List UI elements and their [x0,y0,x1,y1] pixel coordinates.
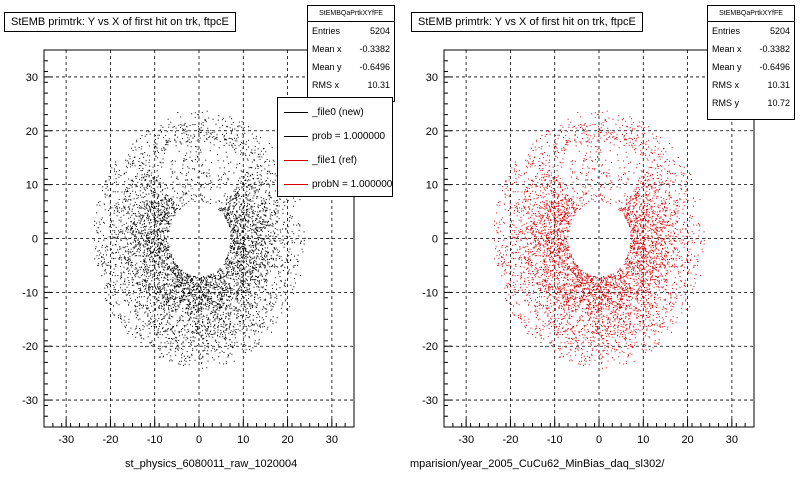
y-tick-label: 10 [26,180,38,192]
x-tick-label: 30 [326,434,338,446]
y-tick-label: -10 [422,287,438,299]
x-tick-label: -20 [502,434,518,446]
legend-line [284,183,308,185]
stats-row-rms-x: RMS x 10.31 [712,80,790,90]
x-tick-label: 30 [726,434,738,446]
stats-row-rms-x: RMS x 10.31 [312,80,390,90]
stats-row-mean-y: Mean y -0.6496 [312,62,390,72]
y-tick-label: 10 [426,180,438,192]
footer-label-right: mparision/year_2005_CuCu62_MinBias_daq_s… [410,458,665,470]
legend-line [284,135,308,137]
y-tick-label: -30 [22,395,38,407]
stats-row-mean-y: Mean y -0.6496 [712,62,790,72]
x-tick-label: -10 [147,434,163,446]
legend-item-probn: probN = 1.000000 [278,172,392,196]
stats-header: StEMBQaPrtkXYfFE [308,6,394,22]
plot-title-right: StEMB primtrk: Y vs X of first hit on tr… [411,12,643,32]
scatter-point-set [493,110,706,369]
legend-line [284,159,308,161]
y-tick-label: 20 [426,126,438,138]
y-tick-label: -20 [22,341,38,353]
scatter-points [493,110,706,369]
x-tick-label: 0 [196,434,202,446]
x-tick-label: 0 [596,434,602,446]
x-tick-label: 20 [281,434,293,446]
stats-row-entries: Entries 5204 [712,26,790,36]
stats-box-left: StEMBQaPrtkXYfFE Entries 5204 Mean x -0.33… [307,5,395,102]
x-tick-label: 10 [637,434,649,446]
footer-label-left: st_physics_6080011_raw_1020004 [125,458,298,470]
plot-title-left: StEMB primtrk: Y vs X of first hit on tr… [4,12,236,32]
y-tick-label: 0 [32,234,38,246]
x-tick-label: 10 [237,434,249,446]
y-tick-label: -10 [22,287,38,299]
x-tick-label: -10 [547,434,563,446]
stats-box-right: StEMBQaPrtkXYfFE Entries 5204 Mean x -0.33… [707,5,795,120]
x-tick-label: -30 [58,434,74,446]
legend: _file0 (new) prob = 1.000000 _file1 (ref… [277,97,393,197]
stats-row-rms-y: RMS y 10.72 [712,98,790,108]
stats-row-mean-x: Mean x -0.3382 [712,44,790,54]
legend-item-file0: _file0 (new) [278,100,392,124]
x-tick-label: -30 [458,434,474,446]
stats-row-mean-x: Mean x -0.3382 [312,44,390,54]
y-tick-label: 20 [26,126,38,138]
x-tick-label: 20 [681,434,693,446]
y-tick-label: 30 [426,72,438,84]
legend-item-file1: _file1 (ref) [278,148,392,172]
scatter-points [93,110,306,369]
legend-item-prob: prob = 1.000000 [278,124,392,148]
y-tick-label: -30 [422,395,438,407]
stats-header: StEMBQaPrtkXYfFE [708,6,794,22]
scatter-point-set [93,110,306,369]
y-tick-label: 0 [432,234,438,246]
stats-row-entries: Entries 5204 [312,26,390,36]
x-tick-label: -20 [102,434,118,446]
y-tick-label: -20 [422,341,438,353]
legend-line [284,111,308,113]
y-tick-label: 30 [26,72,38,84]
